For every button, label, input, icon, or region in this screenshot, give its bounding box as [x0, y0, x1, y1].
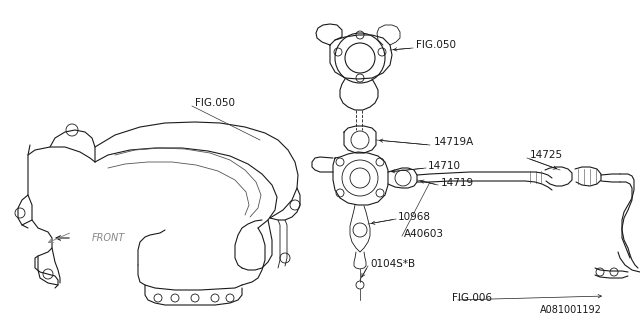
Text: FIG.050: FIG.050 [195, 98, 235, 108]
Text: FIG.006: FIG.006 [452, 293, 492, 303]
Text: A081001192: A081001192 [540, 305, 602, 315]
Text: 14719A: 14719A [434, 137, 474, 147]
Text: A40603: A40603 [404, 229, 444, 239]
Text: FIG.050: FIG.050 [416, 40, 456, 50]
Text: 0104S*B: 0104S*B [370, 259, 415, 269]
Text: 10968: 10968 [398, 212, 431, 222]
Text: FRONT: FRONT [92, 233, 125, 243]
Text: 14710: 14710 [428, 161, 461, 171]
Text: 14719: 14719 [441, 178, 474, 188]
Text: 14725: 14725 [530, 150, 563, 160]
